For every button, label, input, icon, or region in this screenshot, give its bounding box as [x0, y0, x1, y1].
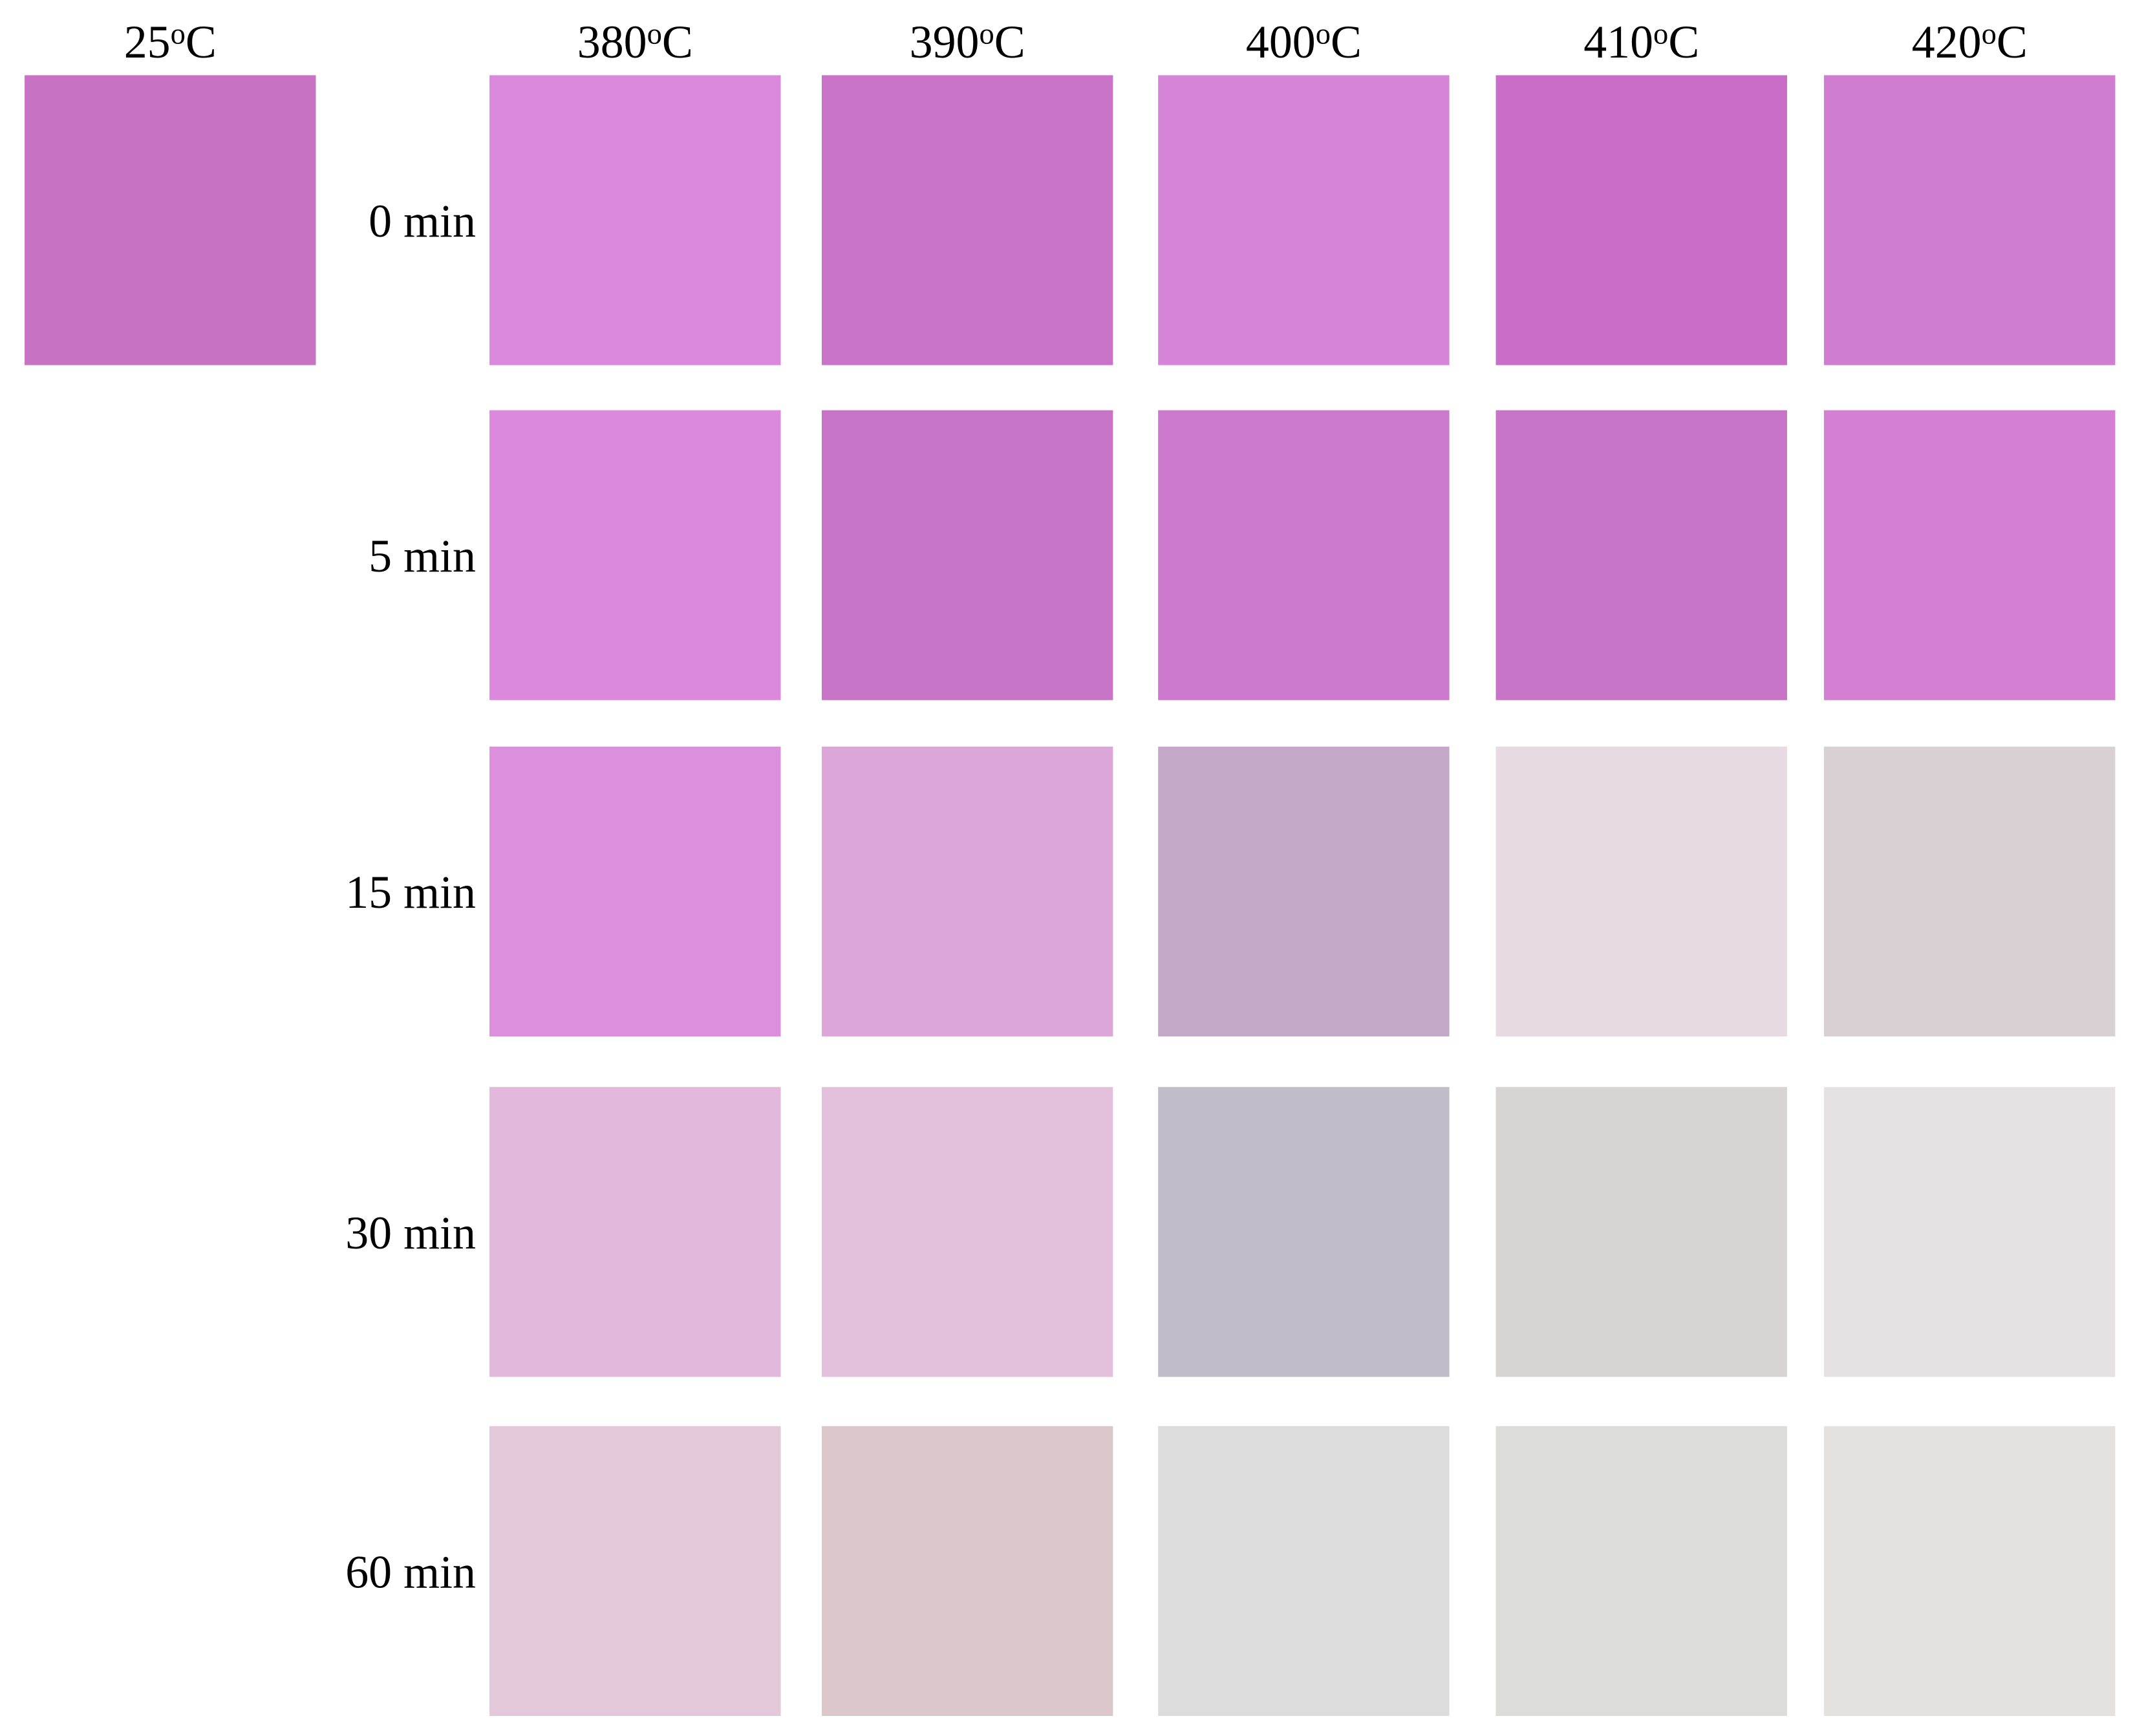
- temperature: 410: [1583, 16, 1653, 68]
- sample-swatch: [1495, 410, 1787, 700]
- sample-swatch: [821, 746, 1113, 1037]
- column-header: 25oC: [124, 16, 217, 68]
- sample-swatch: [1495, 1087, 1787, 1377]
- row-label: 0 min: [369, 195, 476, 247]
- sample-swatch: [1495, 1426, 1787, 1717]
- sample-swatch: [489, 1087, 781, 1377]
- column-header: 390oC: [910, 16, 1025, 68]
- degree: o: [1982, 18, 1997, 51]
- sample-swatch: [489, 75, 781, 365]
- degree: o: [1316, 18, 1331, 51]
- sample-swatch: [489, 746, 781, 1037]
- sample-swatch: [821, 1426, 1113, 1717]
- sample-swatch: [489, 1426, 781, 1717]
- row-label: 15 min: [345, 866, 476, 918]
- temperature: 390: [910, 16, 980, 68]
- sample-swatch: [821, 1087, 1113, 1377]
- sample-swatch: [1158, 1426, 1450, 1717]
- sample-swatch: [1158, 410, 1450, 700]
- unit: C: [1997, 16, 2028, 68]
- sample-swatch: [1495, 746, 1787, 1037]
- row-label: 60 min: [345, 1546, 476, 1598]
- sample-swatch: [1158, 1087, 1450, 1377]
- sample-swatch: [1824, 410, 2116, 700]
- column-header: 410oC: [1583, 16, 1699, 68]
- unit: C: [662, 16, 693, 68]
- column-header: 420oC: [1912, 16, 2028, 68]
- sample-swatch: [1824, 1426, 2116, 1717]
- sample-swatch: [821, 410, 1113, 700]
- temperature: 25: [124, 16, 171, 68]
- unit: C: [1331, 16, 1362, 68]
- row-label: 30 min: [345, 1207, 476, 1259]
- column-header: 400oC: [1246, 16, 1362, 68]
- sample-swatch: [1158, 746, 1450, 1037]
- degree: o: [647, 18, 662, 51]
- sample-swatch: [1824, 746, 2116, 1037]
- sample-swatch: [489, 410, 781, 700]
- degree: o: [979, 18, 994, 51]
- row-label: 5 min: [369, 530, 476, 582]
- sample-swatch: [1495, 75, 1787, 365]
- sample-swatch: [1824, 75, 2116, 365]
- temperature: 400: [1246, 16, 1316, 68]
- sample-swatch: [821, 75, 1113, 365]
- sample-swatch: [1158, 75, 1450, 365]
- degree: o: [1653, 18, 1668, 51]
- temperature: 420: [1912, 16, 1982, 68]
- sample-swatch: [25, 75, 316, 365]
- temperature: 380: [577, 16, 647, 68]
- unit: C: [1668, 16, 1699, 68]
- degree: o: [171, 18, 186, 51]
- column-header: 380oC: [577, 16, 693, 68]
- unit: C: [186, 16, 217, 68]
- sample-swatch: [1824, 1087, 2116, 1377]
- unit: C: [994, 16, 1025, 68]
